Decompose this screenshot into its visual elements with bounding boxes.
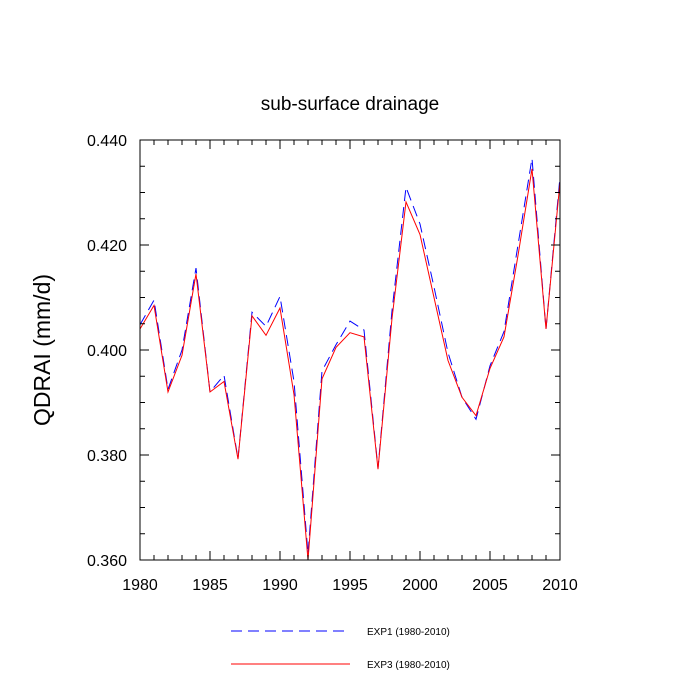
x-tick-label: 2000 [402, 577, 438, 594]
x-tick-label: 2005 [472, 577, 508, 594]
x-tick-label: 1985 [192, 577, 228, 594]
series-line-2 [139, 168, 561, 561]
y-tick-label: 0.420 [87, 238, 127, 255]
legend-label-1: EXP1 (1980-2010) [367, 627, 450, 638]
axis-ticks: 1980 1985 1990 1995 2000 2005 2010 0.360 0.380 0.… [87, 133, 578, 594]
x-tick-label: 1995 [332, 577, 368, 594]
chart-title: sub-surface drainage [261, 94, 440, 115]
series-line-1 [139, 158, 561, 554]
legend: EXP1 (1980-2010) EXP3 (1980-2010) [231, 627, 450, 671]
y-tick-label: 0.400 [87, 343, 127, 360]
x-tick-label: 1980 [122, 577, 158, 594]
y-tick-label: 0.440 [87, 133, 127, 150]
x-tick-label: 1990 [262, 577, 298, 594]
y-axis-label: QDRAI (mm/d) [29, 274, 55, 426]
y-tick-label: 0.380 [87, 448, 127, 465]
legend-label-2: EXP3 (1980-2010) [367, 660, 450, 671]
x-tick-label: 2010 [542, 577, 578, 594]
chart-marks [139, 158, 561, 561]
y-tick-label: 0.360 [87, 553, 127, 570]
